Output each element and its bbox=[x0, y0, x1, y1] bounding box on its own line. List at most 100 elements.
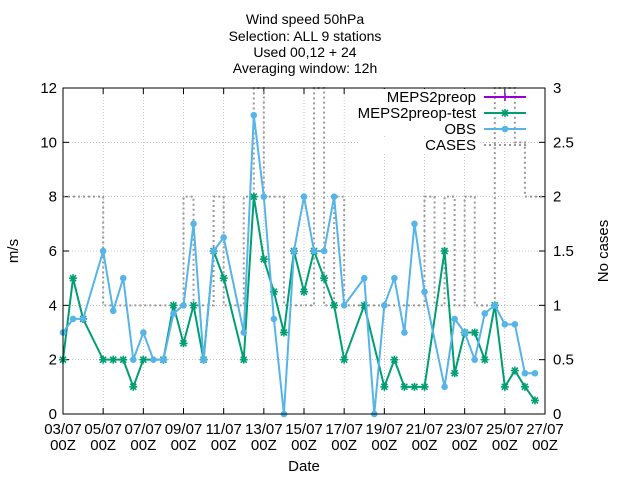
data-point bbox=[501, 321, 509, 328]
legend-backdrop bbox=[360, 105, 480, 120]
data-point bbox=[501, 93, 509, 101]
data-point bbox=[109, 307, 117, 315]
star-stroke bbox=[451, 369, 459, 377]
x-tick-label-hour: 00Z bbox=[251, 437, 277, 454]
x-tick-label-date: 03/07 bbox=[44, 421, 82, 438]
star-stroke bbox=[109, 356, 117, 364]
star-stroke bbox=[320, 274, 328, 282]
data-point bbox=[79, 315, 87, 323]
x-tick-label-hour: 00Z bbox=[171, 437, 197, 454]
data-point bbox=[401, 329, 408, 336]
data-point bbox=[480, 355, 489, 364]
data-point bbox=[239, 355, 248, 364]
data-point bbox=[510, 366, 519, 375]
star-stroke bbox=[380, 383, 388, 391]
star-stroke bbox=[220, 274, 228, 282]
data-point bbox=[279, 328, 288, 337]
data-point bbox=[381, 302, 388, 309]
data-point bbox=[521, 369, 529, 377]
data-point bbox=[129, 356, 137, 363]
y-tick-label: 2 bbox=[49, 352, 57, 369]
data-point bbox=[330, 193, 338, 200]
star-stroke bbox=[531, 396, 539, 404]
data-point bbox=[220, 234, 227, 241]
data-point bbox=[390, 355, 399, 364]
data-point bbox=[340, 355, 349, 364]
data-point bbox=[169, 301, 178, 310]
data-point bbox=[200, 356, 207, 363]
legend-label: OBS bbox=[444, 121, 476, 138]
data-point bbox=[119, 355, 128, 364]
data-point bbox=[400, 382, 409, 391]
data-point bbox=[259, 255, 268, 264]
series-obs bbox=[59, 111, 539, 418]
data-point bbox=[330, 301, 339, 310]
x-tick-label-date: 19/07 bbox=[366, 421, 404, 438]
plot-frame bbox=[62, 87, 546, 415]
x-tick-label-date: 23/07 bbox=[446, 421, 484, 438]
data-point bbox=[411, 220, 418, 228]
x-tick-label-hour: 00Z bbox=[452, 437, 478, 454]
x-tick-label-date: 09/07 bbox=[165, 421, 203, 438]
legend-backdrop bbox=[360, 89, 480, 104]
y-tick-label: 8 bbox=[49, 189, 57, 206]
star-stroke bbox=[521, 383, 529, 391]
star-stroke bbox=[250, 193, 258, 201]
star-stroke bbox=[280, 328, 288, 337]
data-point bbox=[69, 315, 77, 323]
x-tick-label-hour: 00Z bbox=[492, 437, 518, 454]
data-point bbox=[270, 315, 278, 323]
y-axis-label: m/s bbox=[5, 239, 22, 263]
data-point bbox=[470, 328, 479, 337]
x-tick-label-date: 07/07 bbox=[125, 421, 163, 438]
legend-entry-meps2preop-test: MEPS2preop-test bbox=[358, 105, 526, 122]
data-point bbox=[140, 329, 147, 336]
data-point bbox=[99, 355, 108, 364]
data-point bbox=[531, 369, 539, 377]
title-line-2: Selection: ALL 9 stations bbox=[229, 28, 382, 44]
y2-tick-label: 1 bbox=[553, 297, 561, 314]
star-stroke bbox=[420, 383, 429, 391]
star-stroke bbox=[260, 255, 268, 263]
data-point bbox=[109, 355, 118, 364]
star-stroke bbox=[189, 301, 198, 309]
data-point bbox=[360, 274, 368, 282]
data-point bbox=[69, 274, 78, 283]
data-point bbox=[481, 310, 489, 317]
data-point bbox=[491, 302, 499, 309]
star-stroke bbox=[119, 356, 127, 364]
series-line bbox=[62, 115, 535, 415]
chart-title: Wind speed 50hPa Selection: ALL 9 statio… bbox=[229, 11, 382, 76]
legend-entry-obs: OBS bbox=[360, 121, 526, 138]
legend-entry-cases: CASES bbox=[360, 137, 526, 154]
data-point bbox=[461, 329, 468, 336]
star-stroke bbox=[129, 383, 137, 391]
data-point bbox=[421, 288, 428, 296]
y2-axis-label: No cases bbox=[595, 220, 612, 283]
title-line-1: Wind speed 50hPa bbox=[246, 11, 365, 27]
data-point bbox=[451, 315, 458, 323]
data-point bbox=[240, 329, 248, 336]
data-point bbox=[170, 310, 177, 317]
x-tick-label-date: 17/07 bbox=[325, 421, 363, 438]
data-point bbox=[139, 355, 148, 364]
star-stroke bbox=[481, 356, 489, 364]
x-tick-label-hour: 00Z bbox=[130, 437, 156, 454]
data-point bbox=[260, 193, 268, 200]
star-stroke bbox=[441, 247, 449, 255]
star-stroke bbox=[99, 356, 107, 364]
x-tick-label-date: 05/07 bbox=[84, 421, 122, 438]
data-point bbox=[310, 247, 318, 255]
data-point bbox=[471, 356, 479, 363]
data-point bbox=[520, 382, 529, 391]
star-stroke bbox=[410, 383, 419, 391]
data-point bbox=[450, 369, 459, 378]
y2-tick-label: 0 bbox=[553, 406, 561, 423]
y2-tick-label: 1.5 bbox=[553, 243, 574, 260]
star-stroke bbox=[501, 109, 509, 117]
star-stroke bbox=[340, 356, 348, 364]
y2-tick-label: 2.5 bbox=[553, 134, 574, 151]
legend-label: CASES bbox=[425, 137, 476, 154]
